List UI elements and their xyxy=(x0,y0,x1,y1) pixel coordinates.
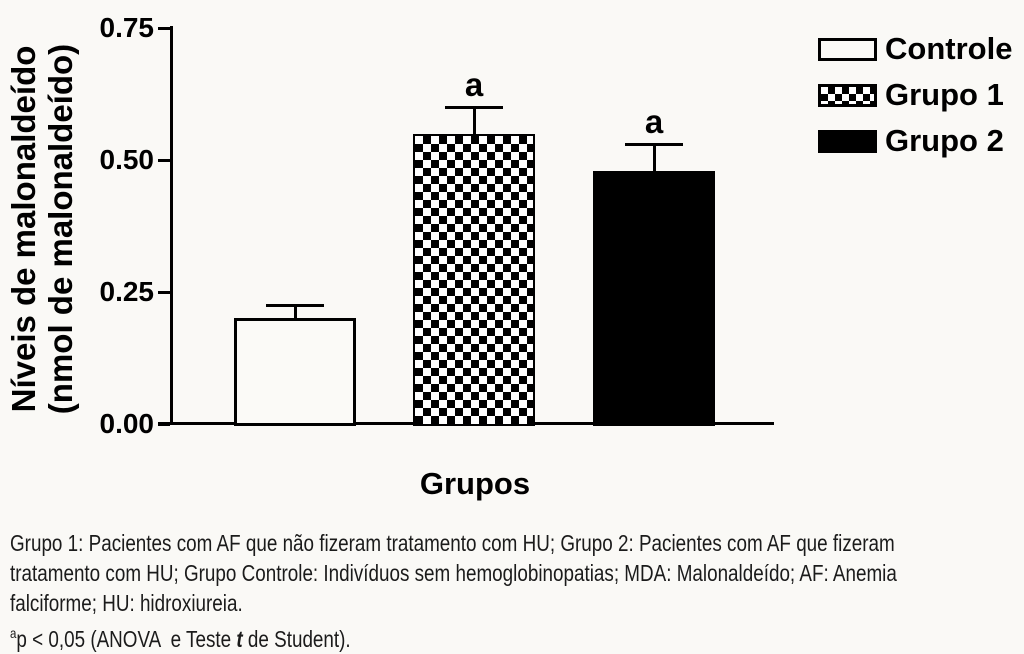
legend-item-grupo-1: Grupo 1 xyxy=(818,77,1004,112)
y-tick-label: 0.75 xyxy=(99,12,155,43)
legend-label: Grupo 2 xyxy=(885,123,1004,158)
caption-footnote: ap < 0,05 (ANOVA e Teste t de Student). xyxy=(10,618,841,654)
y-axis-title-line1: Níveis de malonaldeído xyxy=(5,45,42,413)
legend-item-grupo-2: Grupo 2 xyxy=(818,123,1004,158)
legend-swatch-checker xyxy=(818,83,877,107)
footnote-superscript-a: a xyxy=(10,625,17,641)
y-tick-mark xyxy=(158,158,170,162)
y-axis-title-line2: (nmol de malonaldeído) xyxy=(42,43,79,415)
legend-label: Grupo 1 xyxy=(885,77,1004,112)
y-tick-label: 0.00 xyxy=(99,408,155,439)
bar-controle xyxy=(234,318,356,426)
error-bar-stem xyxy=(472,107,476,134)
caption-line-2: tratamento com HU; Grupo Controle: Indiv… xyxy=(10,560,897,586)
y-tick-mark xyxy=(158,290,170,294)
footnote-text-post: de Student). xyxy=(242,626,351,652)
legend-item-controle: Controle xyxy=(818,31,1013,66)
caption-line-1: Grupo 1: Pacientes com AF que não fizera… xyxy=(10,530,895,556)
footnote-t-symbol: t xyxy=(236,626,243,652)
caption-line-3: falciforme; HU: hidroxiureia. xyxy=(10,590,243,616)
x-axis-label: Grupos xyxy=(419,466,531,501)
figure-caption: Grupo 1: Pacientes com AF que não fizera… xyxy=(10,528,1024,654)
y-tick-label: 0.25 xyxy=(99,276,155,307)
y-tick-mark xyxy=(158,422,170,426)
y-axis-title: Níveis de malonaldeído (nmol de malonald… xyxy=(5,9,79,449)
chart-area: Níveis de malonaldeído (nmol de malonald… xyxy=(5,9,1013,502)
bar-grupo-1 xyxy=(413,133,535,426)
bar-grupo-2 xyxy=(593,170,715,426)
footnote-text-pre: p < 0,05 (ANOVA e Teste xyxy=(16,626,237,652)
legend-label: Controle xyxy=(885,31,1013,66)
significance-label: a xyxy=(464,66,484,104)
significance-label: a xyxy=(644,103,664,141)
legend-swatch-solid xyxy=(818,129,877,153)
y-tick-label: 0.50 xyxy=(99,144,155,175)
error-bar-stem xyxy=(652,144,656,171)
y-axis-line xyxy=(170,26,173,425)
legend-swatch-outline xyxy=(818,37,877,61)
error-bar-stem xyxy=(293,305,297,319)
y-tick-mark xyxy=(158,26,170,30)
